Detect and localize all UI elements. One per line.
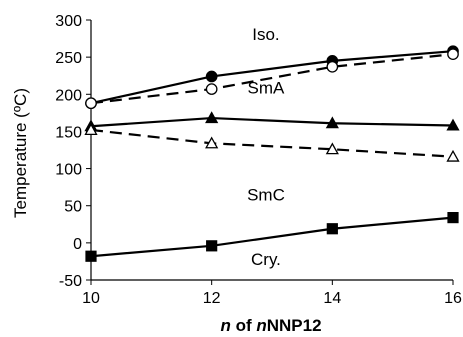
y-tick-label: -50 [59,273,82,290]
region-label-sma: SmA [248,79,286,98]
region-label-cry: Cry. [251,250,281,269]
x-tick-label: 12 [203,290,221,307]
data-point-cry_heat [206,240,218,252]
y-tick-label: 50 [64,199,82,216]
tick-labels: -50 0 50 100 150 200 250 300 10 12 14 16 [55,13,462,307]
data-series [84,45,460,262]
x-tick-label: 16 [444,290,462,307]
y-tick-label: 300 [55,13,82,30]
x-axis-title-n2: n [256,316,266,335]
data-point-sma_cool [325,142,339,155]
series-line-cry_heat [90,216,454,258]
y-axis-title: Temperature (ºC) [11,88,30,218]
data-point-cry_heat [447,212,459,224]
data-point-cry_heat [326,223,338,235]
data-point-sma_cool [205,136,219,149]
region-label-iso: Iso. [252,25,279,44]
series-line-sma_heat [90,116,454,128]
data-point-sma_cool [84,123,98,135]
data-point-iso_cool [447,48,459,61]
x-tick-label: 14 [323,290,341,307]
y-tick-label: 200 [55,87,82,104]
x-tick-label: 10 [82,290,100,307]
y-tick-label: 100 [55,162,82,179]
region-label-smc: SmC [247,186,285,205]
x-axis-title-of: of [231,316,257,335]
data-point-iso_cool [85,97,97,110]
data-point-sma_heat [446,118,460,131]
y-tick-label: 250 [55,50,82,67]
data-point-sma_heat [325,116,339,129]
x-axis-title-compound: NNP12 [267,316,322,335]
data-point-iso_heat [205,70,218,83]
y-tick-label: 150 [55,124,82,141]
y-tick-label: 0 [73,236,82,253]
data-point-cry_heat [85,250,97,262]
data-point-iso_cool [326,60,339,73]
plot-axes [86,19,454,285]
phase-region-labels: Iso. SmA SmC Cry. [247,25,285,269]
series-line-sma_cool [90,128,454,158]
x-axis-title: n of nNNP12 [220,316,321,335]
data-point-sma_heat [205,111,219,124]
data-point-iso_cool [205,83,218,95]
series-line-iso_heat [90,50,454,105]
series-line-iso_cool [90,53,454,105]
data-point-sma_cool [446,149,460,162]
x-axis-title-n: n [220,316,230,335]
